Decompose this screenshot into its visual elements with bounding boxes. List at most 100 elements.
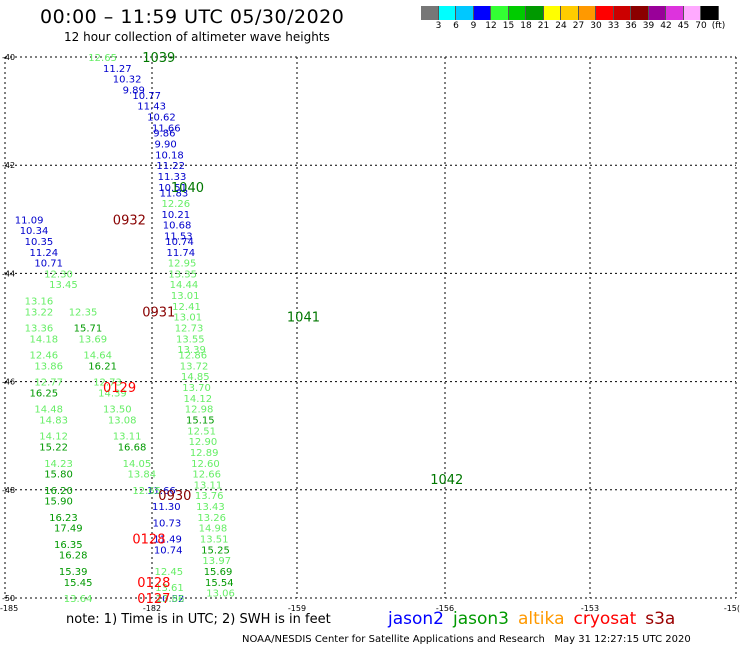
wave-height-point: 12.51 xyxy=(187,426,216,437)
wave-height-point: 13.36 xyxy=(25,324,54,335)
wave-height-point: 13.11 xyxy=(194,480,223,491)
satellite-legend-cryosat: cryosat xyxy=(573,609,637,629)
wave-height-point: 12.26 xyxy=(161,199,190,210)
wave-height-point: 10.18 xyxy=(155,150,184,161)
wave-height-point: 13.43 xyxy=(196,502,225,513)
wave-height-point: 10.21 xyxy=(161,210,190,221)
pass-time-label: 0127 xyxy=(137,592,170,607)
wave-height-point: 14.85 xyxy=(181,372,210,383)
wave-height-point: 10.62 xyxy=(147,113,176,124)
y-tick-label: -42 xyxy=(2,161,15,170)
wave-height-point: 13.26 xyxy=(197,513,226,524)
wave-height-point: 16.23 xyxy=(49,513,78,524)
colorbar-swatch xyxy=(421,6,439,20)
colorbar-label: 33 xyxy=(607,21,620,31)
pass-time-label: 0128 xyxy=(132,532,165,547)
wave-height-point: 15.80 xyxy=(44,470,73,481)
y-tick-label: -44 xyxy=(2,269,15,278)
wave-height-point: 13.69 xyxy=(79,334,108,345)
wave-height-point: 12.98 xyxy=(185,405,214,416)
wave-height-point: 12.35 xyxy=(69,307,98,318)
pass-time-label: 0930 xyxy=(158,489,191,504)
wave-height-point: 17.49 xyxy=(54,524,83,535)
wave-height-point: 15.25 xyxy=(201,545,230,556)
wave-height-point: 14.05 xyxy=(123,459,152,470)
colorbar-label: 42 xyxy=(660,21,672,31)
pass-time-label: 0128 xyxy=(137,576,170,591)
y-tick-label: -50 xyxy=(2,594,15,603)
wave-height-point: 13.84 xyxy=(128,470,157,481)
y-tick-label: -40 xyxy=(2,53,15,62)
wave-height-point: 10.74 xyxy=(165,237,194,248)
wave-height-point: 13.97 xyxy=(202,556,231,567)
wave-height-point: 13.70 xyxy=(182,383,211,394)
wave-height-point: 10.32 xyxy=(113,75,142,86)
wave-height-point: 11.83 xyxy=(160,188,189,199)
wave-height-point: 14.23 xyxy=(44,459,73,470)
wave-height-point: 13.61 xyxy=(155,583,184,594)
colorbar-label: 15 xyxy=(502,21,515,31)
wave-height-point: 11.09 xyxy=(15,215,44,226)
wave-height-point: 11.30 xyxy=(152,502,181,513)
colorbar-label: 24 xyxy=(555,21,567,31)
wave-height-point: 13.51 xyxy=(200,534,229,545)
wave-height-point: 13.11 xyxy=(113,432,142,443)
wave-height-point: 10.52 xyxy=(156,594,185,605)
units-note: note: 1) Time is in UTC; 2) SWH is in fe… xyxy=(66,612,331,627)
wave-height-point: 9.86 xyxy=(153,129,175,140)
wave-height-point: 16.21 xyxy=(88,361,117,372)
colorbar-label: (ft) xyxy=(711,21,726,31)
wave-height-point: 16.68 xyxy=(118,443,147,454)
wave-height-point: 14.83 xyxy=(39,415,68,426)
wave-height-point: 11.74 xyxy=(167,248,196,259)
page-subtitle: 12 hour collection of altimeter wave hei… xyxy=(64,30,330,44)
x-tick-label: -185 xyxy=(0,604,18,613)
wave-height-point: 13.01 xyxy=(173,313,202,324)
wave-height-point: 13.55 xyxy=(176,334,205,345)
wave-height-point: 12.90 xyxy=(189,437,218,448)
wave-height-point: 13.22 xyxy=(25,307,54,318)
wave-height-point: 14.12 xyxy=(184,394,213,405)
wave-height-point: 13.16 xyxy=(25,296,54,307)
colorbar-swatch xyxy=(508,6,526,20)
colorbar-label: 36 xyxy=(625,21,637,31)
wave-height-values: 11.2710.329.8910.7711.4310.6211.669.869.… xyxy=(15,53,235,605)
wave-height-point: 12.45 xyxy=(155,567,184,578)
x-tick-label: -182 xyxy=(143,604,161,613)
satellite-legend-s3a: s3a xyxy=(645,609,676,629)
wave-height-point: 15.71 xyxy=(74,324,103,335)
wave-height-point: 10.74 xyxy=(154,545,183,556)
wave-height-point: 15.22 xyxy=(39,443,68,454)
wave-height-point: 12.73 xyxy=(93,378,122,389)
pass-time-labels: 1039 1040 1041 1042 0932 0931 0129 0930 0128 0128… xyxy=(103,51,463,607)
colorbar-swatch xyxy=(543,6,561,20)
wave-height-point: 11.24 xyxy=(30,248,59,259)
wave-height-point: 10.51 xyxy=(158,183,187,194)
x-tick-label: -159 xyxy=(288,604,306,613)
wave-height-point: 12.65 xyxy=(132,486,161,497)
colorbar-swatch xyxy=(491,6,509,20)
colorbar-label: 3 xyxy=(435,21,442,31)
wave-height-point: 15.54 xyxy=(205,578,234,589)
wave-height-point: 9.89 xyxy=(123,85,145,96)
colorbar-swatch xyxy=(526,6,544,20)
wave-height-point: 14.44 xyxy=(170,280,199,291)
wave-height-point: 10.71 xyxy=(34,259,63,270)
wave-height-point: 16.28 xyxy=(59,551,88,562)
wave-height-point: 12.60 xyxy=(191,459,220,470)
wave-height-point: 13.01 xyxy=(171,291,200,302)
wave-height-point: 16.35 xyxy=(54,540,83,551)
wave-height-point: 13.35 xyxy=(168,269,197,280)
wave-height-point: 15.69 xyxy=(204,567,233,578)
wave-height-point: 13.64 xyxy=(64,594,93,605)
wave-height-point: 13.39 xyxy=(177,345,206,356)
wave-height-point: 12.86 xyxy=(178,351,207,362)
wave-height-point: 16.20 xyxy=(44,486,73,497)
colorbar-swatch xyxy=(561,6,579,20)
wave-height-point: 15.39 xyxy=(59,567,88,578)
wave-height-point: 13.72 xyxy=(180,361,209,372)
wave-height-point: 13.06 xyxy=(206,589,235,600)
wave-height-point: 15.90 xyxy=(44,497,73,508)
y-tick-label: -48 xyxy=(2,486,15,495)
